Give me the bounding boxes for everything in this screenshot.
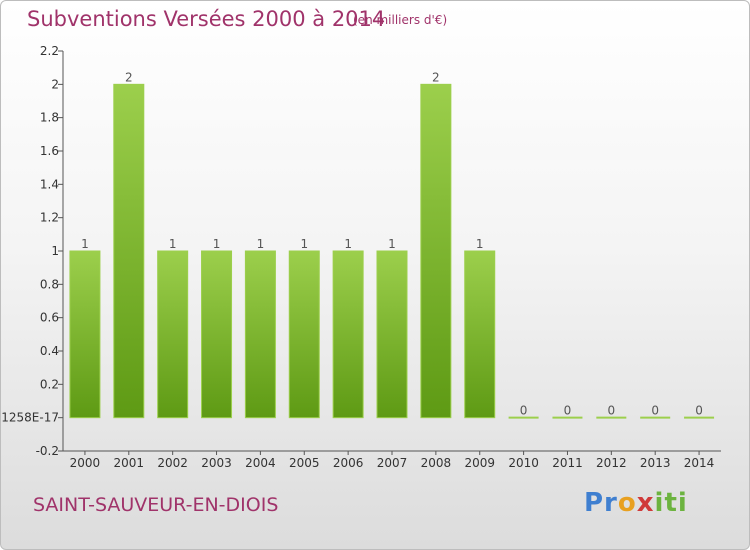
y-tick: 0.4: [40, 344, 63, 358]
x-tick-label: 2014: [684, 456, 715, 470]
x-tick-label: 2009: [464, 456, 495, 470]
chart-title: Subventions Versées 2000 à 2014: [27, 7, 386, 31]
y-tick-label: 1.4: [40, 177, 59, 191]
y-tick: 1.4: [40, 177, 63, 191]
bar-value-label: 1: [169, 237, 177, 251]
bar-value-label: 2: [125, 70, 133, 84]
y-tick-label: 1.6: [40, 144, 59, 158]
y-tick: 0.6: [40, 311, 63, 325]
x-tick-label: 2010: [508, 456, 539, 470]
bar-value-label: 1: [213, 237, 221, 251]
y-tick: 1.8: [40, 111, 63, 125]
bar: [332, 250, 364, 419]
x-tick-label: 2000: [70, 456, 101, 470]
bar-value-label: 1: [476, 237, 484, 251]
y-tick-label: 1: [51, 244, 59, 258]
bar-value-label: 1: [300, 237, 308, 251]
y-tick: 1.6: [40, 144, 63, 158]
y-tick-label: 0.8: [40, 277, 59, 291]
x-tick-label: 2007: [377, 456, 408, 470]
chart-subtitle: (en milliers d'€): [353, 13, 448, 27]
y-tick: -0.2: [36, 444, 63, 458]
x-tick-label: 2005: [289, 456, 320, 470]
y-tick-label: 0.6: [40, 311, 59, 325]
bar-value-label: 2: [432, 70, 440, 84]
bar: [376, 250, 408, 419]
bar: [201, 250, 233, 419]
y-tick-label: -0.2: [36, 444, 59, 458]
x-tick-label: 2012: [596, 456, 627, 470]
y-tick: 1: [51, 244, 63, 258]
y-tick: 2.2: [40, 44, 63, 58]
data-labels: 1 2 1 1 1 1 1 1 2 1 0 0 0 0 0: [81, 70, 703, 417]
bar: [464, 250, 496, 419]
y-tick-label: 0.2: [40, 377, 59, 391]
y-tick-label: 1.2: [40, 211, 59, 225]
bar: [69, 250, 101, 419]
y-tick-label: 2: [51, 77, 59, 91]
y-tick-label: 0.4: [40, 344, 59, 358]
bar-value-label: 1: [257, 237, 265, 251]
x-tick-label: 2013: [640, 456, 671, 470]
x-tick-label: 2001: [114, 456, 145, 470]
bar-value-label: 0: [651, 404, 659, 418]
bar-value-label: 0: [695, 404, 703, 418]
x-tick-label: 2008: [421, 456, 452, 470]
x-tick-label: 2003: [201, 456, 232, 470]
commune-name: SAINT-SAUVEUR-EN-DIOIS: [33, 494, 279, 516]
y-tick: 1.2: [40, 211, 63, 225]
bar: [113, 83, 145, 419]
bar: [288, 250, 320, 419]
x-tick-label: 2004: [245, 456, 276, 470]
bar-value-label: 1: [388, 237, 396, 251]
y-tick-label: 2.2: [40, 44, 59, 58]
proxiti-logo[interactable]: Proxiti: [584, 488, 688, 518]
x-tick-label: 2002: [157, 456, 188, 470]
y-tick: 5.5511151231258E-17: [1, 411, 63, 425]
x-tick-label: 2011: [552, 456, 583, 470]
x-ticks: 2000 2001 2002 2003 2004 2005 2006 2007 2008 2009…: [70, 451, 715, 470]
bar-value-label: 0: [564, 404, 572, 418]
bar-value-label: 1: [344, 237, 352, 251]
bar-value-label: 0: [520, 404, 528, 418]
bar-value-label: 1: [81, 237, 89, 251]
y-tick: 0.8: [40, 277, 63, 291]
bar: [420, 83, 452, 419]
bar: [244, 250, 276, 419]
y-tick: 2: [51, 77, 63, 91]
bars: [69, 83, 715, 419]
y-tick-label: 1.8: [40, 111, 59, 125]
y-ticks: 2.2 2 1.8 1.6 1.4 1.2 1 0.8 0.6 0.4 0.2 5.551115123…: [1, 44, 63, 458]
x-tick-label: 2006: [333, 456, 364, 470]
bar: [157, 250, 189, 419]
y-tick-label: 5.5511151231258E-17: [1, 411, 59, 425]
bar-value-label: 0: [608, 404, 616, 418]
y-tick: 0.2: [40, 377, 63, 391]
